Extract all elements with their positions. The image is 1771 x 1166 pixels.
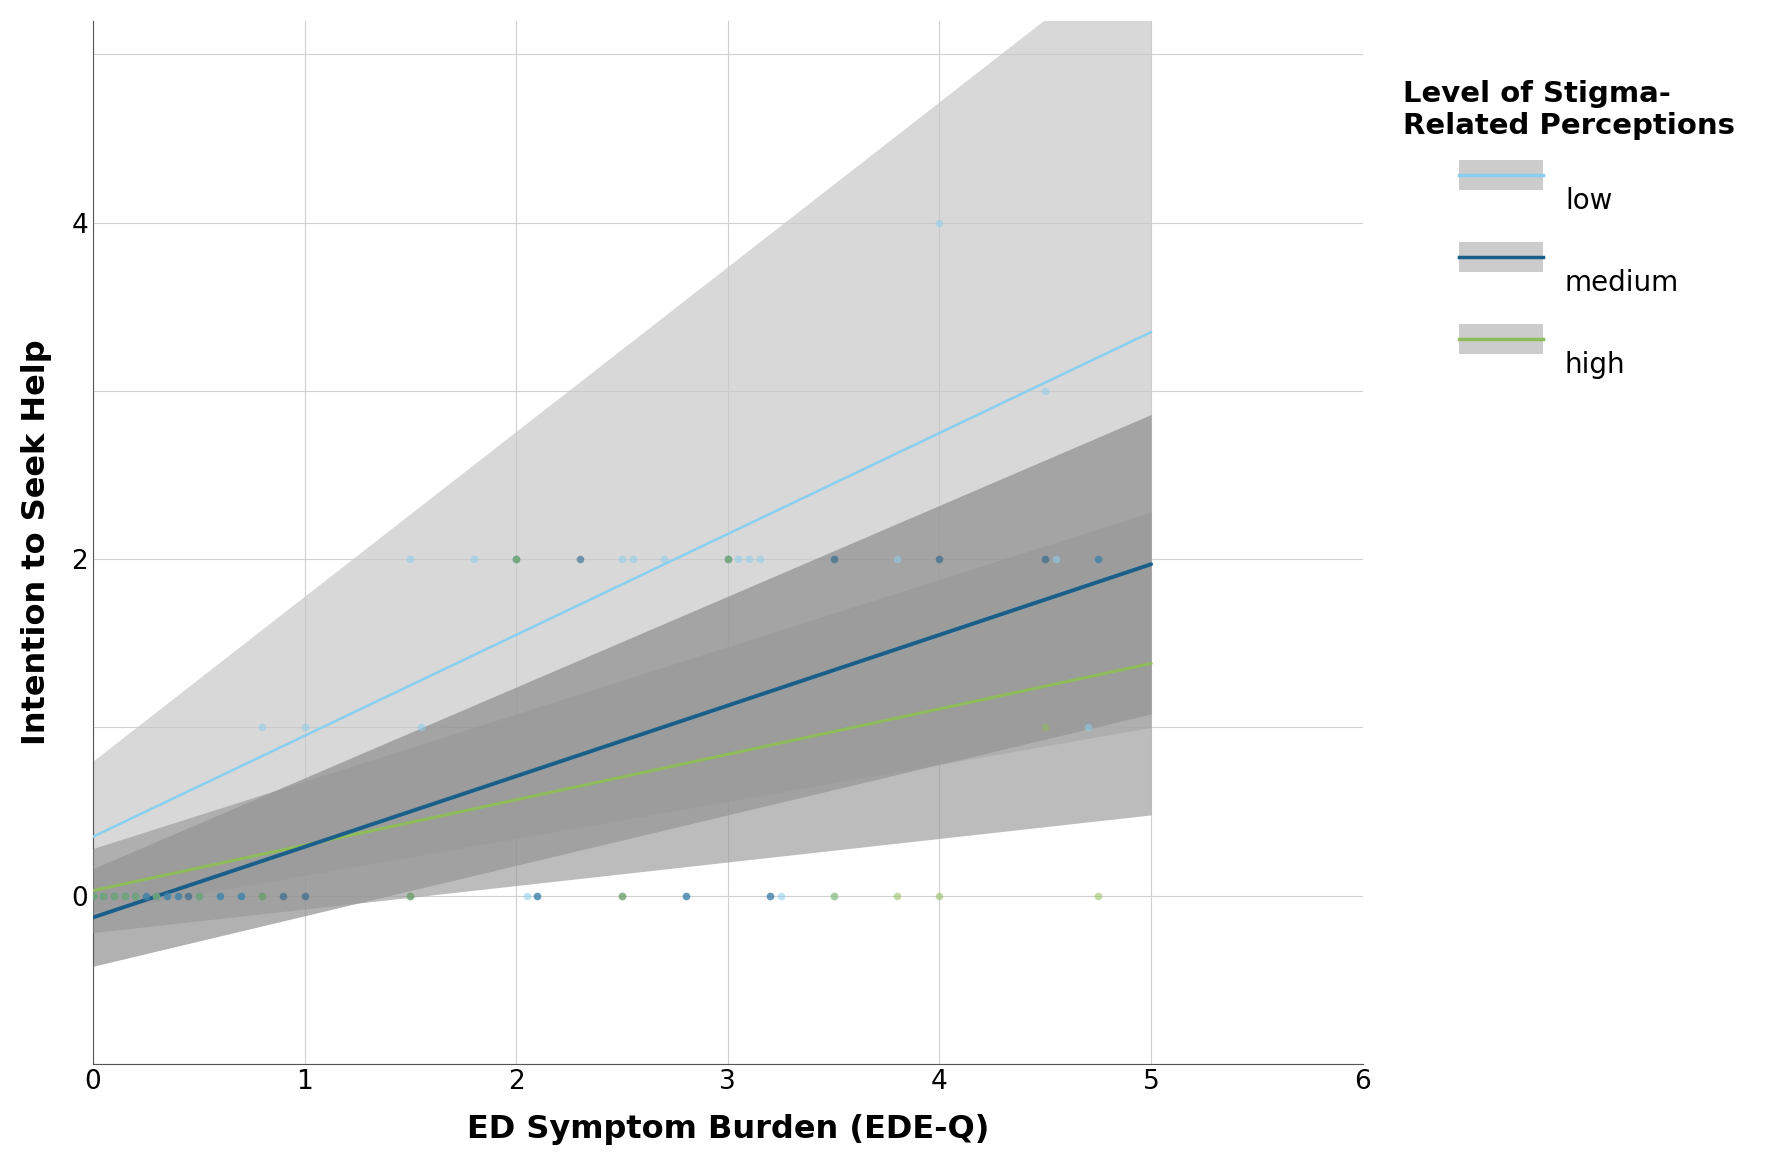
Point — [565, 550, 593, 569]
Point — [512, 886, 540, 905]
Point — [924, 550, 953, 569]
Point — [1041, 550, 1070, 569]
Point — [522, 886, 551, 905]
Legend: low, medium, high: low, medium, high — [1390, 66, 1750, 400]
Point — [1031, 718, 1059, 737]
Point — [142, 886, 170, 905]
Point — [884, 886, 912, 905]
Point — [607, 550, 636, 569]
Point — [184, 886, 213, 905]
Point — [120, 886, 149, 905]
Point — [714, 550, 742, 569]
Point — [120, 886, 149, 905]
Point — [227, 886, 255, 905]
Point — [152, 886, 181, 905]
Point — [89, 886, 117, 905]
X-axis label: ED Symptom Burden (EDE-Q): ED Symptom Burden (EDE-Q) — [466, 1115, 988, 1145]
Y-axis label: Intention to Seek Help: Intention to Seek Help — [21, 339, 51, 745]
Point — [174, 886, 202, 905]
Point — [131, 886, 159, 905]
Point — [205, 886, 234, 905]
Point — [397, 886, 425, 905]
Point — [884, 550, 912, 569]
Point — [671, 886, 700, 905]
Point — [110, 886, 138, 905]
Point — [820, 550, 848, 569]
Point — [99, 886, 128, 905]
Point — [1084, 550, 1112, 569]
Point — [407, 718, 436, 737]
Point — [78, 886, 106, 905]
Point — [767, 886, 795, 905]
Point — [820, 886, 848, 905]
Point — [820, 886, 848, 905]
Point — [607, 886, 636, 905]
Point — [501, 550, 530, 569]
Point — [671, 886, 700, 905]
Point — [99, 886, 128, 905]
Point — [501, 550, 530, 569]
Point — [735, 550, 763, 569]
Point — [522, 886, 551, 905]
Point — [142, 886, 170, 905]
Point — [746, 550, 774, 569]
Point — [99, 886, 128, 905]
Point — [205, 886, 234, 905]
Point — [269, 886, 298, 905]
Point — [248, 886, 276, 905]
Point — [163, 886, 191, 905]
Point — [248, 718, 276, 737]
Point — [227, 886, 255, 905]
Point — [756, 886, 785, 905]
Point — [460, 550, 489, 569]
Point — [397, 886, 425, 905]
Point — [152, 886, 181, 905]
Point — [924, 886, 953, 905]
Point — [120, 886, 149, 905]
Point — [756, 886, 785, 905]
Point — [724, 550, 753, 569]
Point — [110, 886, 138, 905]
Point — [397, 550, 425, 569]
Point — [290, 718, 319, 737]
Point — [163, 886, 191, 905]
Point — [78, 886, 106, 905]
Point — [714, 550, 742, 569]
Point — [89, 886, 117, 905]
Point — [924, 213, 953, 232]
Point — [184, 886, 213, 905]
Point — [1073, 718, 1102, 737]
Point — [618, 550, 646, 569]
Point — [131, 886, 159, 905]
Point — [1031, 381, 1059, 400]
Point — [1031, 550, 1059, 569]
Point — [1084, 886, 1112, 905]
Point — [142, 886, 170, 905]
Point — [714, 550, 742, 569]
Point — [1084, 550, 1112, 569]
Point — [110, 886, 138, 905]
Point — [290, 886, 319, 905]
Point — [607, 886, 636, 905]
Point — [184, 886, 213, 905]
Point — [248, 886, 276, 905]
Point — [501, 550, 530, 569]
Point — [89, 886, 117, 905]
Point — [650, 550, 678, 569]
Point — [78, 886, 106, 905]
